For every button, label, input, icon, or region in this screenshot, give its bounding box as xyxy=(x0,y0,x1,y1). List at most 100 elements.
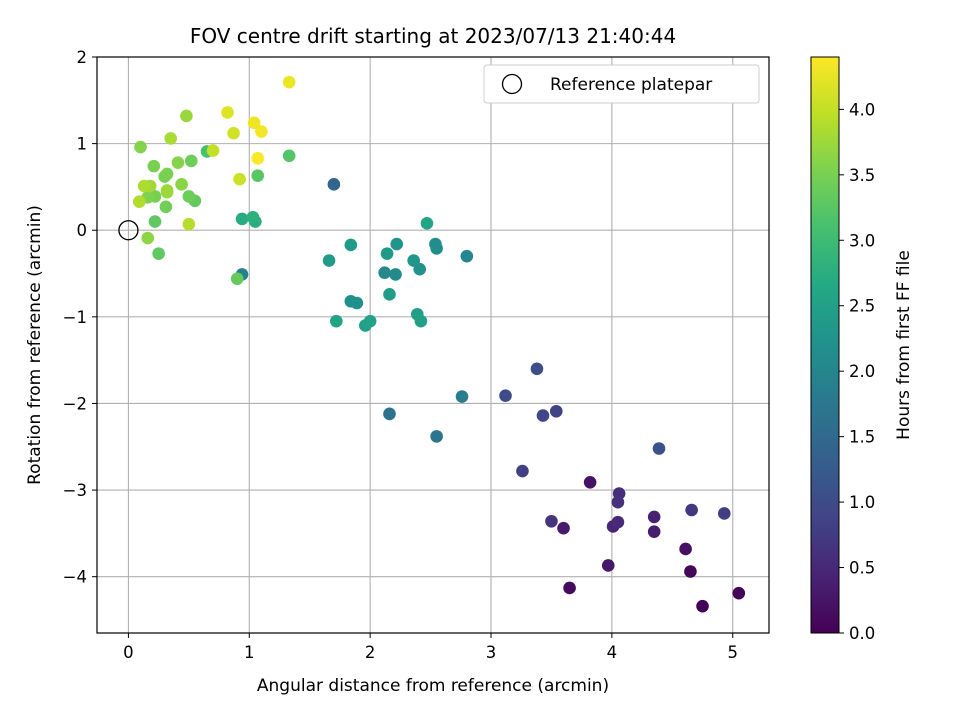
data-point xyxy=(330,314,343,328)
data-point xyxy=(601,559,615,572)
x-tick-label: 3 xyxy=(486,643,497,662)
data-point xyxy=(134,140,147,154)
data-point xyxy=(350,296,364,310)
data-point xyxy=(389,268,402,281)
data-point xyxy=(363,314,377,328)
data-point xyxy=(414,314,428,328)
data-point xyxy=(230,272,244,286)
data-point xyxy=(184,154,198,168)
y-axis-label: Rotation from reference (arcmin) xyxy=(25,205,45,485)
data-point xyxy=(133,195,146,208)
data-point xyxy=(390,237,404,251)
data-point xyxy=(235,212,249,226)
data-point xyxy=(152,247,165,260)
data-point xyxy=(344,238,358,252)
data-point xyxy=(611,515,625,529)
axis-ticks: 0 1 2 3 4 5 2 1 0 −1 −2 −3 −4 xyxy=(63,48,738,662)
data-point xyxy=(227,126,240,140)
legend-box xyxy=(483,64,760,104)
reference-point xyxy=(118,220,139,241)
data-point xyxy=(159,200,173,214)
legend: Reference platepar xyxy=(483,64,760,104)
data-point xyxy=(611,495,625,509)
y-tick-label: −4 xyxy=(63,568,87,587)
colorbar-tick-label: 3.0 xyxy=(849,231,875,250)
data-point xyxy=(380,247,394,260)
data-point xyxy=(182,217,196,231)
data-point xyxy=(652,442,666,455)
data-point xyxy=(180,109,193,123)
colorbar-tick-label: 4.0 xyxy=(849,100,875,119)
colorbar-tick-label: 0.5 xyxy=(849,559,875,578)
data-point xyxy=(251,169,265,182)
data-point xyxy=(148,215,162,228)
data-point xyxy=(685,503,698,517)
data-point xyxy=(684,565,697,578)
data-point xyxy=(545,514,558,528)
data-point xyxy=(732,586,746,600)
data-point xyxy=(647,510,661,524)
data-point xyxy=(383,288,396,301)
data-point xyxy=(530,362,544,376)
data-point xyxy=(137,179,151,193)
data-point xyxy=(516,464,529,478)
data-point xyxy=(160,184,174,197)
colorbar-tick-label: 3.5 xyxy=(849,166,875,185)
colorbar-tick-label: 2.0 xyxy=(849,362,875,381)
x-tick-label: 4 xyxy=(607,643,618,662)
data-point xyxy=(583,475,597,489)
colorbar-label: Hours from first FF file xyxy=(894,250,914,440)
colorbar-tick-label: 1.5 xyxy=(849,428,875,447)
data-point xyxy=(430,242,443,255)
data-point xyxy=(251,152,265,165)
data-point xyxy=(141,231,155,245)
data-points xyxy=(133,75,746,613)
data-point xyxy=(378,266,391,279)
data-point xyxy=(557,521,570,535)
grid-lines xyxy=(97,56,769,633)
colorbar: 0.0 0.5 1.0 1.5 2.0 2.5 3.0 3.5 4.0 Hours from f… xyxy=(810,56,914,643)
data-point xyxy=(182,190,196,203)
data-point xyxy=(549,404,563,418)
y-tick-label: −2 xyxy=(63,394,87,413)
data-point xyxy=(221,106,234,119)
data-point xyxy=(160,167,174,181)
data-point xyxy=(455,390,469,403)
data-point xyxy=(282,149,296,163)
chart-title: FOV centre drift starting at 2023/07/13 … xyxy=(190,24,676,48)
data-point xyxy=(322,254,336,267)
y-tick-label: −1 xyxy=(63,308,87,327)
data-point xyxy=(407,254,420,267)
data-point xyxy=(563,581,576,595)
data-point xyxy=(233,172,246,186)
colorbar-tick-label: 0.0 xyxy=(849,624,875,643)
colorbar-gradient xyxy=(810,56,840,634)
colorbar-ticks: 0.0 0.5 1.0 1.5 2.0 2.5 3.0 3.5 4.0 xyxy=(839,100,875,643)
data-point xyxy=(536,409,550,422)
data-point xyxy=(647,525,661,538)
data-point xyxy=(171,156,185,169)
data-point xyxy=(175,178,188,191)
x-tick-label: 5 xyxy=(727,643,738,662)
data-point xyxy=(499,389,512,402)
x-tick-label: 0 xyxy=(123,643,134,662)
data-point xyxy=(460,249,474,263)
data-point xyxy=(420,217,434,230)
reference-marker xyxy=(118,220,139,241)
plot-frame xyxy=(96,56,770,634)
data-point xyxy=(147,159,161,173)
x-tick-label: 2 xyxy=(365,643,376,662)
data-point xyxy=(246,210,260,224)
data-point xyxy=(282,75,296,89)
y-tick-label: 2 xyxy=(77,48,88,67)
data-point xyxy=(383,407,396,421)
legend-entry-label: Reference platepar xyxy=(550,75,712,95)
data-point xyxy=(679,542,692,556)
y-tick-label: −3 xyxy=(63,481,87,500)
data-point xyxy=(206,144,220,157)
x-tick-label: 1 xyxy=(244,643,255,662)
data-point xyxy=(247,116,261,130)
colorbar-tick-label: 1.0 xyxy=(849,493,875,512)
data-point xyxy=(717,507,731,520)
